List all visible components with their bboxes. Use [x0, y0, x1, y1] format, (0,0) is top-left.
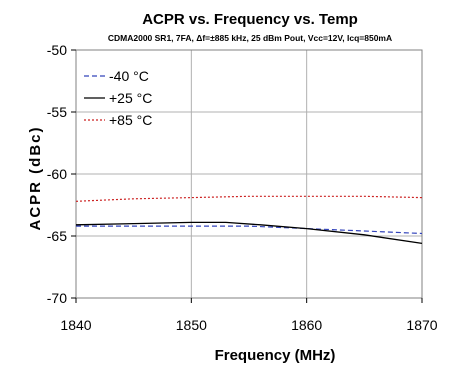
series-line-2 [75, 195, 423, 202]
legend-label: -40 °C [109, 68, 149, 84]
chart-title: ACPR vs. Frequency vs. Temp [142, 11, 358, 28]
y-tick-label: -50 [47, 42, 67, 58]
y-tick-label: -70 [47, 290, 67, 306]
legend-label: +25 °C [109, 90, 152, 106]
x-tick-label: 1860 [291, 317, 322, 333]
y-axis-label: ACPR (dBc) [27, 126, 44, 231]
legend-label: +85 °C [109, 112, 152, 128]
y-tick-label: -60 [47, 166, 67, 182]
x-tick-label: 1850 [176, 317, 207, 333]
series-line-0 [76, 225, 423, 235]
legend: -40 °C +25 °C +85 °C [84, 68, 152, 128]
x-axis-label: Frequency (MHz) [215, 347, 336, 364]
x-tick-label: 1870 [406, 317, 437, 333]
series-line-1 [75, 221, 423, 245]
y-tick-label: -55 [47, 104, 67, 120]
y-tick-label: -65 [47, 228, 67, 244]
chart-subtitle: CDMA2000 SR1, 7FA, Δf=±885 kHz, 25 dBm P… [108, 33, 392, 43]
x-tick-label: 1840 [60, 317, 91, 333]
plot-area: -50 -55 -60 -65 -70 1840 1850 1860 1870 [47, 42, 438, 333]
